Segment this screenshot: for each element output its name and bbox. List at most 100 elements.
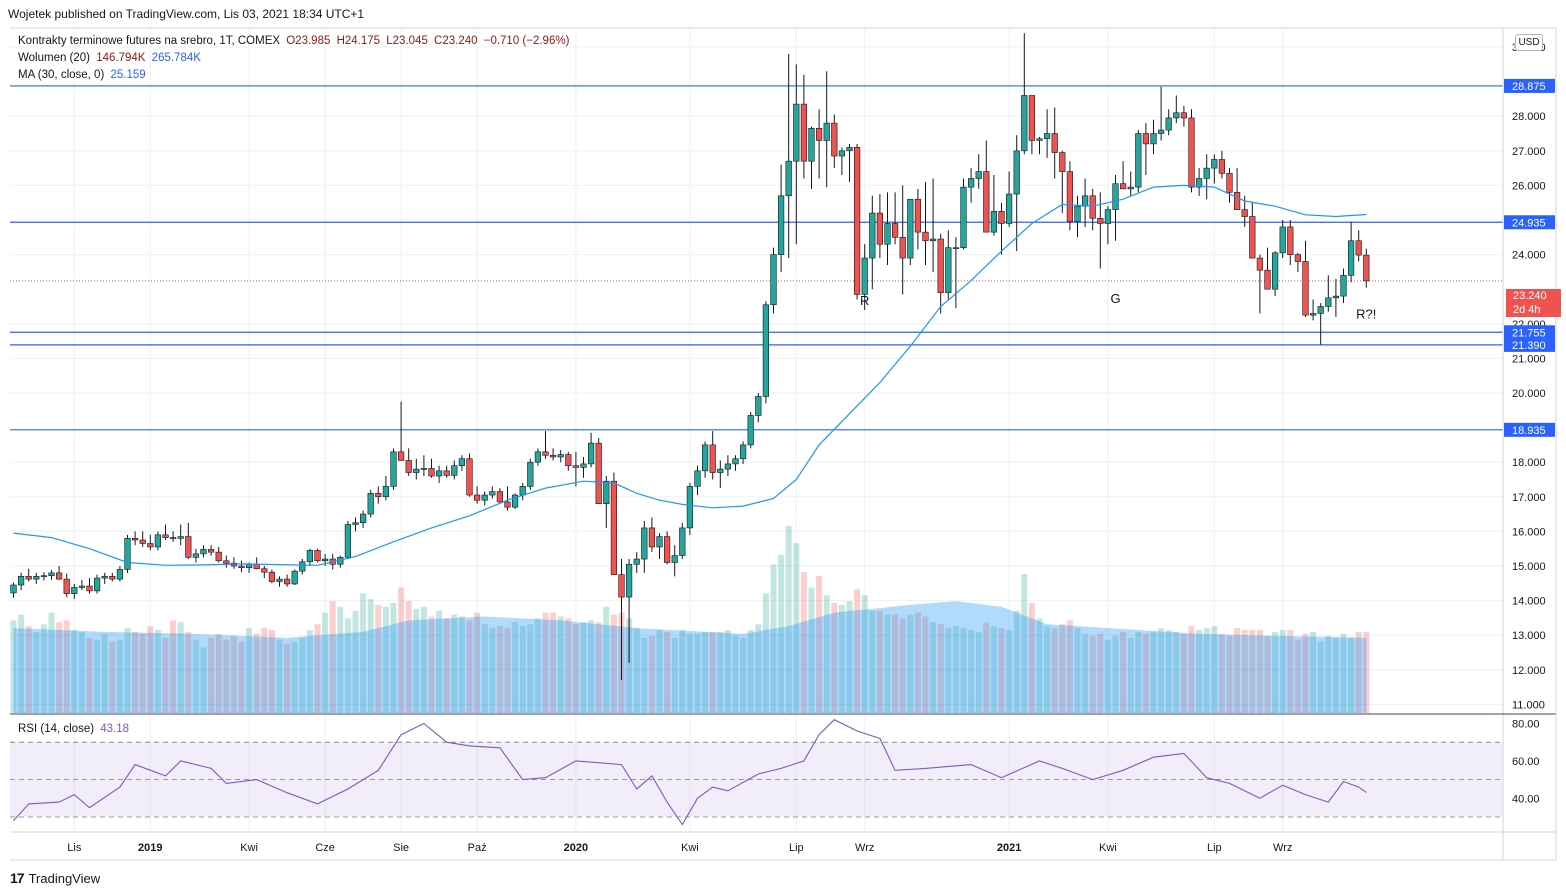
volume-bar [451, 614, 458, 713]
volume-bar [375, 604, 382, 713]
volume-bar [223, 639, 230, 713]
candle-body [192, 553, 200, 558]
candle-body [94, 577, 101, 592]
candle-body [572, 465, 579, 468]
candle-body [109, 576, 116, 580]
legend-open: O23.985 [286, 35, 331, 47]
symbol-name[interactable]: Kontrakty terminowe futures na srebro, 1… [18, 35, 281, 47]
volume-bar [1127, 637, 1134, 713]
volume-bar [861, 595, 868, 713]
legend-change: −0.710 (−2.96%) [483, 35, 570, 47]
candle-body [397, 451, 405, 461]
volume-bar [1059, 624, 1066, 713]
volume-bar [755, 624, 762, 713]
volume-bar [291, 641, 298, 713]
volume-bar [238, 641, 245, 713]
volume-bar [147, 626, 154, 713]
candle-body [747, 415, 754, 446]
volume-bar [352, 610, 359, 713]
volume-bar [63, 620, 70, 713]
volume-bar [1211, 626, 1218, 713]
candle-body [1279, 226, 1286, 254]
candle-body [922, 231, 929, 242]
candle-body [907, 198, 914, 259]
volume-bar [671, 637, 678, 713]
currency-button[interactable]: USD [1515, 34, 1543, 51]
volume-bar [1021, 574, 1028, 713]
volume-bar [1241, 630, 1248, 713]
volume-bar [436, 610, 443, 713]
candle-body [755, 396, 762, 416]
candle-body [967, 178, 975, 188]
candle-body [1340, 275, 1347, 297]
volume-bar [185, 631, 192, 713]
candle-body [413, 468, 420, 473]
volume-indicator-name[interactable]: Wolumen (20) [18, 52, 91, 64]
volume-bar [1104, 639, 1111, 713]
volume-bar [1287, 630, 1294, 713]
candle-body [724, 463, 731, 470]
ma-30-line [13, 184, 1367, 566]
candle-body [557, 454, 564, 458]
volume-bar [18, 614, 25, 713]
volume-bar [960, 628, 967, 713]
price-tick-label: 24.000 [1512, 250, 1546, 262]
candle-body [71, 587, 78, 594]
volume-bar [284, 643, 291, 713]
candle-body [359, 513, 367, 524]
volume-value: 146.794K [96, 52, 146, 64]
volume-bar [724, 630, 731, 713]
price-tick-label: 27.000 [1512, 146, 1546, 158]
candle-body [78, 585, 85, 588]
level-price-label: 21.390 [1512, 340, 1546, 352]
candle-body [1104, 209, 1111, 224]
volume-bar [1180, 633, 1187, 713]
volume-legend: Wolumen (20) 146.794K 265.784K [18, 52, 204, 64]
candle-body [1112, 183, 1119, 210]
volume-bar [367, 599, 374, 713]
volume-bar [831, 602, 838, 713]
volume-bar [702, 631, 709, 713]
volume-bar [664, 631, 671, 713]
volume-bar [732, 635, 739, 713]
volume-bar [550, 612, 557, 713]
chart-annotation: R?! [1356, 307, 1376, 322]
volume-bar [572, 624, 579, 713]
candle-body [139, 539, 146, 544]
candle-body [1158, 129, 1165, 134]
rsi-pane-bg [10, 716, 1503, 832]
ma-indicator-name[interactable]: MA (30, close, 0) [18, 69, 105, 81]
volume-bar [740, 637, 747, 713]
volume-bar [1006, 630, 1013, 713]
candle-body [283, 578, 291, 585]
candle-body [694, 470, 701, 487]
volume-bar [1249, 630, 1256, 713]
volume-bar [930, 622, 937, 713]
candle-body [975, 171, 982, 179]
volume-bar [778, 554, 785, 713]
candle-body [1226, 173, 1233, 193]
candle-body [983, 171, 990, 233]
time-tick-label: Kwi [240, 842, 258, 854]
candle-body [1127, 186, 1134, 190]
time-tick-label: Lip [1207, 842, 1222, 854]
volume-bar [1340, 633, 1347, 713]
volume-bar [154, 630, 161, 713]
volume-bar [1036, 618, 1043, 713]
rsi-indicator-name[interactable]: RSI (14, close) [18, 723, 95, 735]
volume-bar [1226, 635, 1233, 713]
published-header: Wojetek published on TradingView.com, Li… [8, 7, 365, 21]
candle-body [542, 451, 549, 456]
candle-body [1097, 217, 1104, 224]
volume-bar [641, 637, 648, 713]
volume-bar [717, 631, 724, 713]
candle-body [367, 493, 374, 515]
candle-body [800, 103, 807, 162]
volume-bar [504, 628, 511, 713]
volume-bar [952, 626, 959, 713]
candle-body [717, 468, 724, 473]
time-tick-label: Wrz [1273, 842, 1292, 854]
candle-body [671, 555, 678, 563]
price-tick-label: 15.000 [1512, 561, 1546, 573]
